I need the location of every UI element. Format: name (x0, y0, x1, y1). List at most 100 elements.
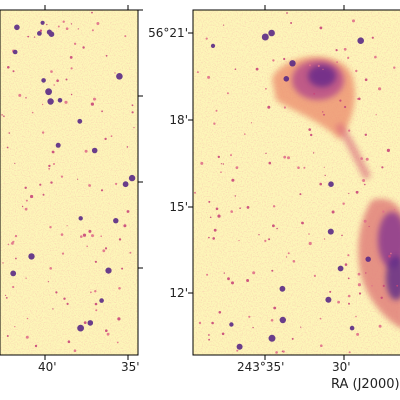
point-source (236, 349, 239, 352)
point-source (223, 272, 225, 274)
point-source (264, 239, 267, 242)
point-source (268, 238, 271, 241)
point-source (322, 68, 324, 70)
point-source (344, 263, 348, 266)
point-source (270, 319, 274, 322)
point-source (357, 37, 365, 44)
point-source (110, 135, 113, 138)
point-source (12, 49, 18, 55)
point-source (239, 207, 241, 209)
point-source (218, 311, 222, 314)
point-source (273, 306, 277, 310)
point-source (12, 285, 15, 289)
point-source (231, 281, 234, 285)
point-source (105, 267, 112, 274)
point-source (328, 181, 334, 187)
point-source (12, 240, 15, 243)
point-source (375, 114, 377, 116)
point-source (2, 262, 4, 264)
point-source (194, 191, 196, 194)
point-source (365, 272, 367, 274)
point-source (67, 340, 71, 344)
point-source (50, 181, 53, 184)
point-source (303, 166, 306, 169)
point-source (101, 110, 103, 113)
point-source (114, 72, 116, 74)
point-source (276, 227, 278, 230)
point-source (7, 66, 10, 69)
point-source (362, 179, 366, 182)
point-source (48, 167, 51, 170)
point-source (105, 329, 108, 333)
point-source (63, 297, 66, 300)
point-source (82, 46, 85, 49)
point-source (275, 351, 278, 354)
point-source (209, 216, 212, 219)
point-source (348, 192, 350, 195)
point-source (319, 26, 323, 30)
point-source (381, 166, 384, 169)
point-source (104, 247, 108, 250)
point-source (208, 338, 211, 341)
point-source (360, 157, 363, 160)
point-source (268, 29, 275, 37)
point-source (86, 245, 88, 248)
point-source (8, 132, 11, 134)
point-source (343, 47, 347, 51)
point-source (10, 270, 17, 277)
point-source (349, 325, 355, 331)
point-source (347, 277, 350, 280)
point-source (221, 332, 225, 336)
point-source (196, 71, 199, 74)
point-source (25, 96, 27, 99)
point-source (279, 285, 286, 292)
point-source (374, 55, 377, 59)
point-source (261, 33, 269, 41)
point-source (77, 118, 83, 124)
point-source (246, 279, 250, 282)
point-source (297, 166, 300, 169)
point-source (73, 42, 77, 45)
point-source (310, 133, 313, 137)
point-source (47, 281, 50, 283)
point-source (327, 228, 334, 235)
point-source (14, 162, 16, 164)
point-source (364, 78, 368, 81)
point-source (99, 298, 104, 303)
point-source (34, 344, 38, 348)
point-source (55, 142, 61, 148)
point-source (121, 267, 124, 270)
point-source (55, 291, 58, 294)
point-source (1, 114, 3, 116)
point-source (200, 161, 204, 165)
point-source (123, 224, 127, 228)
point-source (115, 182, 118, 185)
point-source (287, 252, 290, 255)
point-source (6, 146, 9, 149)
point-source (234, 195, 236, 197)
point-source (355, 69, 358, 73)
point-source (358, 292, 362, 295)
point-source (39, 29, 43, 32)
point-source (77, 178, 79, 180)
point-source (335, 49, 338, 52)
point-source (364, 183, 366, 186)
point-source (53, 84, 55, 86)
point-source (48, 31, 55, 37)
point-source (51, 150, 55, 154)
point-source (390, 252, 392, 255)
nebula-upper (272, 56, 372, 180)
point-source (122, 181, 129, 188)
point-source (73, 349, 77, 353)
point-source (91, 234, 94, 238)
point-source (348, 351, 351, 354)
point-source (78, 216, 83, 221)
point-source (208, 236, 210, 239)
point-source (238, 240, 240, 242)
point-source (50, 70, 53, 73)
point-source (356, 98, 359, 100)
point-source (104, 137, 107, 141)
point-source (26, 317, 29, 320)
point-source (211, 321, 214, 325)
point-source (40, 20, 45, 25)
